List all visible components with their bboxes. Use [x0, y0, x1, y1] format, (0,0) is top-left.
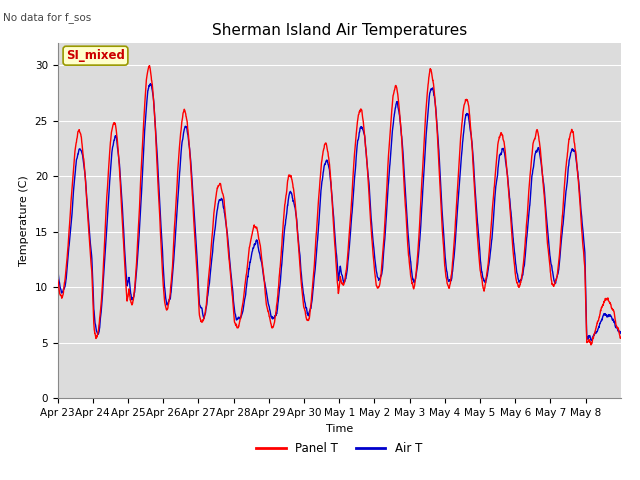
- Air T: [110, 138, 118, 144]
- Panel T: [587, 342, 595, 348]
- Air T: [509, 234, 516, 240]
- Air T: [541, 193, 548, 199]
- Panel T: [617, 335, 625, 340]
- Panel T: [541, 200, 548, 205]
- Air T: [232, 313, 239, 319]
- Air T: [609, 316, 617, 322]
- Panel T: [509, 247, 516, 253]
- Line: Panel T: Panel T: [58, 66, 621, 345]
- Text: No data for f_sos: No data for f_sos: [3, 12, 92, 23]
- Air T: [373, 274, 381, 279]
- Air T: [588, 338, 595, 344]
- Air T: [617, 330, 625, 336]
- Panel T: [110, 120, 118, 126]
- Panel T: [146, 63, 154, 69]
- Panel T: [232, 322, 239, 328]
- Y-axis label: Temperature (C): Temperature (C): [19, 175, 29, 266]
- Air T: [54, 271, 61, 276]
- Text: SI_mixed: SI_mixed: [66, 49, 125, 62]
- Line: Air T: Air T: [58, 84, 621, 341]
- Legend: Panel T, Air T: Panel T, Air T: [252, 438, 427, 460]
- Panel T: [609, 307, 617, 312]
- Panel T: [373, 284, 381, 290]
- Panel T: [54, 276, 61, 282]
- Air T: [147, 81, 154, 86]
- X-axis label: Time: Time: [326, 424, 353, 433]
- Title: Sherman Island Air Temperatures: Sherman Island Air Temperatures: [212, 23, 467, 38]
